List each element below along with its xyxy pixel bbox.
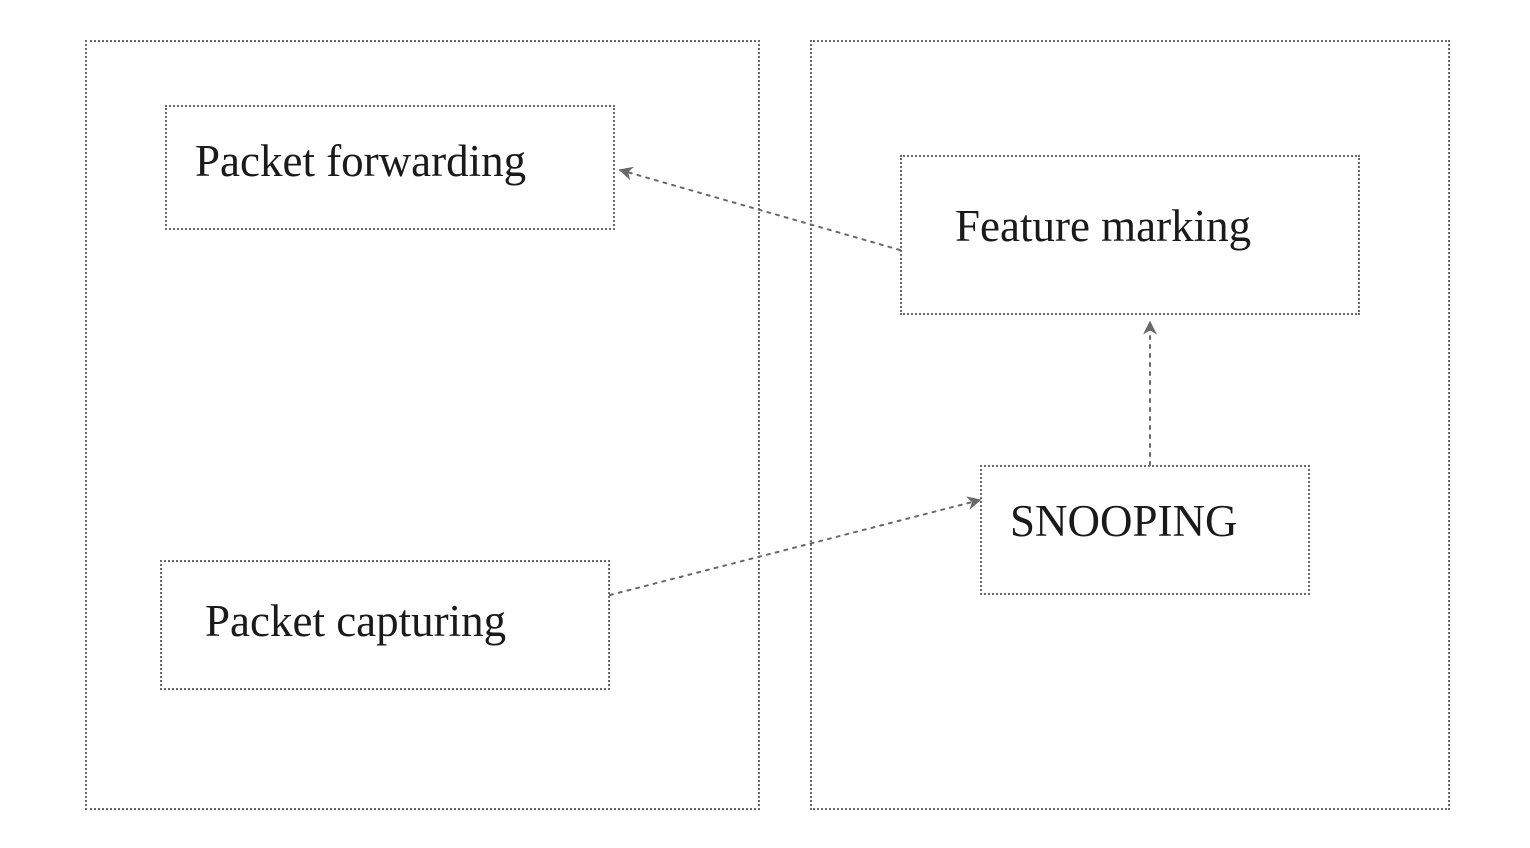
label-snooping: SNOOPING: [1010, 495, 1238, 547]
diagram-canvas: Packet forwarding Packet capturing Featu…: [0, 0, 1530, 848]
label-packet-capturing: Packet capturing: [205, 595, 506, 647]
label-packet-forwarding: Packet forwarding: [195, 135, 526, 187]
label-feature-marking: Feature marking: [955, 200, 1251, 252]
